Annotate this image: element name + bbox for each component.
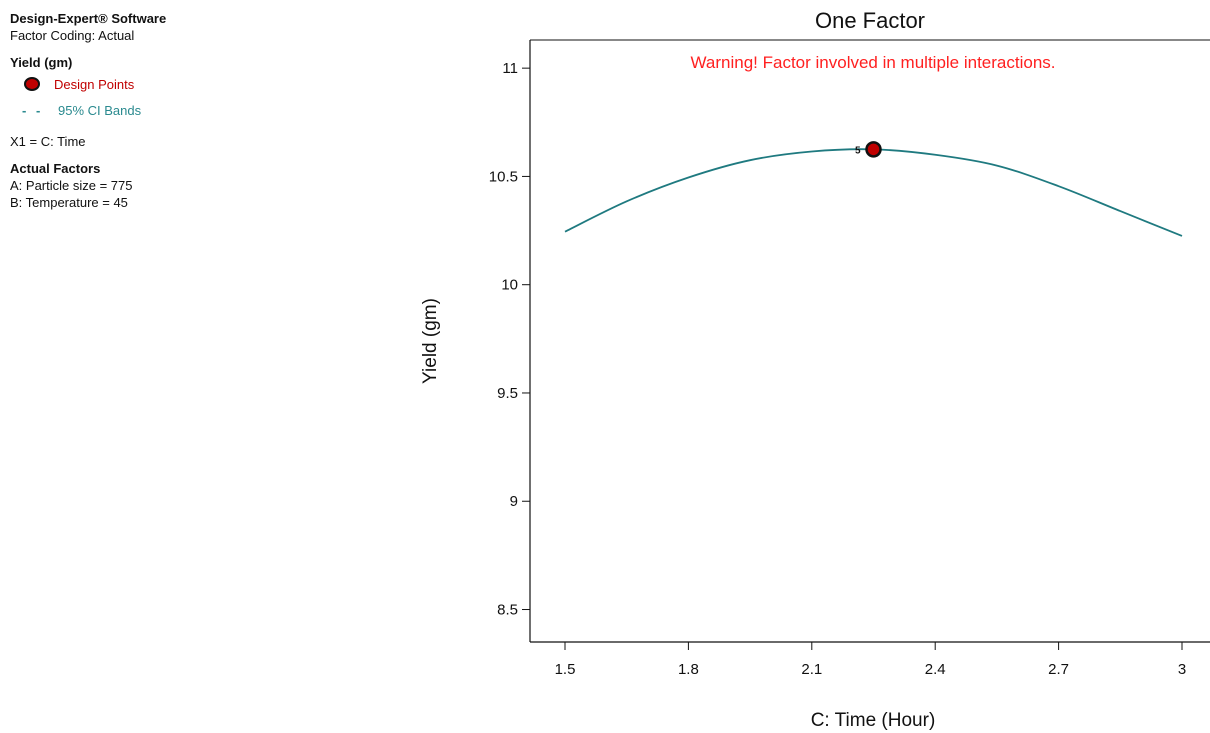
x-tick-label: 2.7 xyxy=(1048,661,1069,678)
software-title: Design-Expert® Software xyxy=(10,11,167,26)
legend-ci-bands: - - 95% CI Bands xyxy=(10,97,166,123)
x1-definition: X1 = C: Time xyxy=(10,134,86,149)
chart-warning: Warning! Factor involved in multiple int… xyxy=(690,53,1055,72)
chart-title: One Factor xyxy=(815,8,925,33)
x-axis-label: C: Time (Hour) xyxy=(811,710,936,731)
y-tick-label: 10.5 xyxy=(489,168,518,185)
x-tick-label: 1.5 xyxy=(555,661,576,678)
factor-coding: Factor Coding: Actual xyxy=(10,28,135,43)
y-tick-label: 9 xyxy=(510,493,518,510)
factor-b: B: Temperature = 45 xyxy=(10,195,128,210)
y-axis-label: Yield (gm) xyxy=(420,298,441,384)
y-tick-label: 10 xyxy=(501,277,518,294)
y-tick-label: 8.5 xyxy=(497,602,518,619)
legend-design-points: Design Points xyxy=(10,71,166,97)
design-point xyxy=(865,141,882,158)
x-tick-label: 3 xyxy=(1178,661,1186,678)
x-tick-label: 2.1 xyxy=(801,661,822,678)
legend-ci-label: 95% CI Bands xyxy=(58,102,142,118)
dashed-line-icon: - - xyxy=(22,102,44,118)
x-tick-label: 2.4 xyxy=(925,661,946,678)
y-tick-label: 9.5 xyxy=(497,385,518,402)
x-tick-label: 1.8 xyxy=(678,661,699,678)
info-panel: Design-Expert® Software Factor Coding: A… xyxy=(10,10,166,211)
series-line xyxy=(564,148,1183,237)
response-name: Yield (gm) xyxy=(10,55,73,70)
legend-design-points-label: Design Points xyxy=(54,76,135,92)
actual-factors-title: Actual Factors xyxy=(10,161,101,176)
design-point-label: 5 xyxy=(855,145,861,156)
factor-a: A: Particle size = 775 xyxy=(10,178,133,193)
plot-area: 8.5 9 9.5 10 10.5 11 1.5 1.8 2.1 2.4 2.7 3 5 xyxy=(489,39,1210,678)
design-point-icon xyxy=(24,77,40,91)
y-tick-label: 11 xyxy=(502,60,518,77)
